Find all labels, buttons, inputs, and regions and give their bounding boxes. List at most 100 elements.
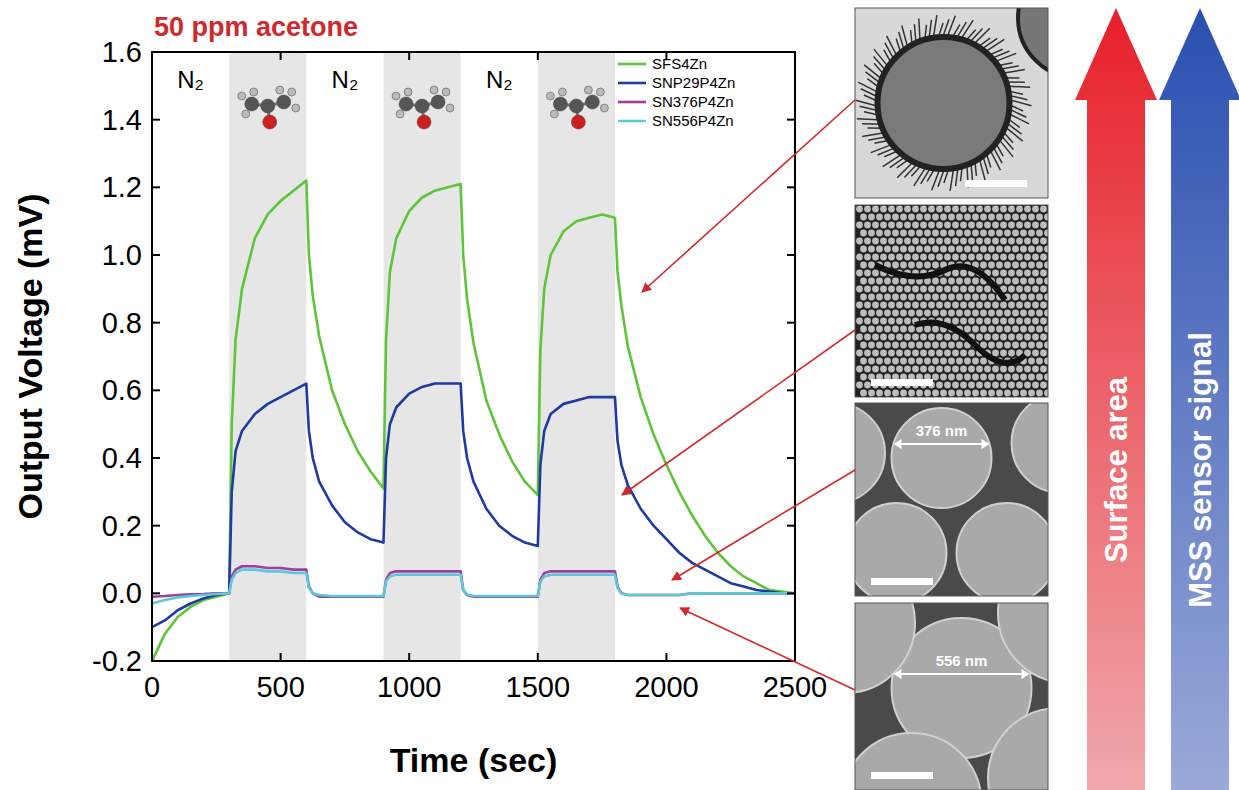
particle — [1028, 390, 1035, 397]
particle — [884, 390, 891, 397]
y-tick — [152, 525, 160, 527]
dimension-line — [896, 673, 1028, 675]
particle — [936, 286, 943, 293]
particle — [1036, 390, 1043, 397]
particle — [988, 214, 995, 221]
particle — [980, 310, 987, 317]
particle — [1040, 350, 1047, 357]
particle — [992, 206, 999, 213]
particle — [984, 366, 991, 373]
particle — [1016, 270, 1023, 277]
particle — [960, 286, 967, 293]
particle — [984, 382, 991, 389]
particle — [980, 390, 987, 397]
particle — [916, 390, 923, 397]
particle — [1032, 286, 1039, 293]
particle — [1028, 230, 1035, 237]
y-tick — [152, 254, 160, 256]
series-line — [152, 384, 795, 628]
particle — [888, 254, 895, 261]
trend-label: Surface area — [1099, 376, 1134, 563]
molecule-atom — [585, 95, 599, 109]
particle — [1024, 206, 1031, 213]
particle — [1012, 374, 1019, 381]
particle — [864, 238, 871, 245]
particle — [1044, 326, 1048, 333]
particle — [1016, 206, 1023, 213]
particle — [864, 222, 871, 229]
particle — [960, 366, 967, 373]
x-tick-label: 500 — [256, 671, 304, 703]
particle — [948, 390, 955, 397]
particle — [928, 366, 935, 373]
particle — [988, 390, 995, 397]
particle — [888, 222, 895, 229]
y-tick-label: 0.8 — [102, 307, 142, 339]
series-line — [152, 181, 795, 661]
particle — [1044, 310, 1048, 317]
sphere — [892, 408, 992, 508]
y-tick-label: 1.2 — [102, 171, 142, 203]
y-tick-label: 0.6 — [102, 374, 142, 406]
particle — [908, 310, 915, 317]
particle — [1020, 390, 1027, 397]
sphere — [1018, 8, 1048, 78]
particle — [888, 286, 895, 293]
particle — [1016, 222, 1023, 229]
particle — [876, 278, 883, 285]
particle — [1000, 238, 1007, 245]
particle — [860, 326, 867, 333]
micrograph-border — [855, 8, 1048, 198]
particle — [860, 278, 867, 285]
x-tick-top — [408, 52, 410, 60]
particle — [944, 302, 951, 309]
particle — [964, 310, 971, 317]
acetone-window — [383, 52, 460, 661]
particle — [996, 310, 1003, 317]
particle — [980, 358, 987, 365]
particle — [856, 302, 863, 309]
particle — [1036, 310, 1043, 317]
particle — [948, 230, 955, 237]
y-tick-label: 0.4 — [102, 442, 142, 474]
particle — [940, 342, 947, 349]
particle — [1000, 302, 1007, 309]
molecule-atom — [276, 86, 284, 94]
particle — [936, 254, 943, 261]
particle — [884, 310, 891, 317]
particle — [904, 366, 911, 373]
particle — [864, 366, 871, 373]
particle — [884, 294, 891, 301]
x-tick-top — [280, 52, 282, 60]
particle — [996, 262, 1003, 269]
particle — [880, 302, 887, 309]
particle — [1040, 238, 1047, 245]
particle — [892, 262, 899, 269]
particle — [1004, 214, 1011, 221]
particle — [860, 230, 867, 237]
particle — [1028, 262, 1035, 269]
particle — [956, 246, 963, 253]
particle — [908, 262, 915, 269]
particle — [1004, 326, 1011, 333]
particle — [864, 206, 871, 213]
particle — [944, 350, 951, 357]
sphere — [988, 708, 1048, 790]
y-tick — [152, 389, 160, 391]
molecule-atom — [430, 86, 438, 94]
leader-arrow — [672, 470, 855, 580]
series-line — [152, 570, 795, 604]
particle — [924, 358, 931, 365]
molecule-atom — [442, 88, 450, 96]
particle — [1016, 318, 1023, 325]
x-tick — [665, 653, 667, 661]
y-tick-label: 1.6 — [102, 36, 142, 68]
x-tick-label: 2500 — [763, 671, 828, 703]
x-tick-top — [794, 52, 796, 60]
leader-arrow — [622, 330, 855, 495]
legend-swatch — [618, 120, 646, 123]
molecule-atom — [242, 110, 250, 118]
dimension-head — [894, 669, 1030, 679]
particle — [1028, 214, 1035, 221]
particle — [944, 254, 951, 261]
